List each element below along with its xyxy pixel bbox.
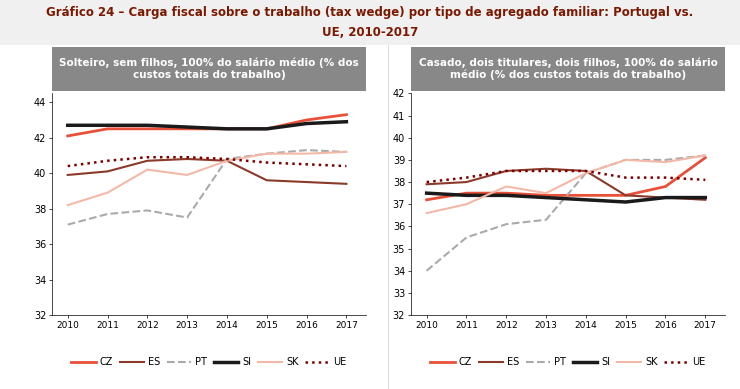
Text: Casado, dois titulares, dois filhos, 100% do salário
médio (% dos custos totais : Casado, dois titulares, dois filhos, 100… [419,58,717,81]
Text: UE, 2010-2017: UE, 2010-2017 [322,26,418,39]
Legend: CZ, ES, PT, SI, SK, UE: CZ, ES, PT, SI, SK, UE [67,353,351,371]
Text: Solteiro, sem filhos, 100% do salário médio (% dos
custos totais do trabalho): Solteiro, sem filhos, 100% do salário mé… [59,58,359,80]
Legend: CZ, ES, PT, SI, SK, UE: CZ, ES, PT, SI, SK, UE [426,353,710,371]
Text: Gráfico 24 – Carga fiscal sobre o trabalho (tax wedge) por tipo de agregado fami: Gráfico 24 – Carga fiscal sobre o trabal… [47,6,693,19]
